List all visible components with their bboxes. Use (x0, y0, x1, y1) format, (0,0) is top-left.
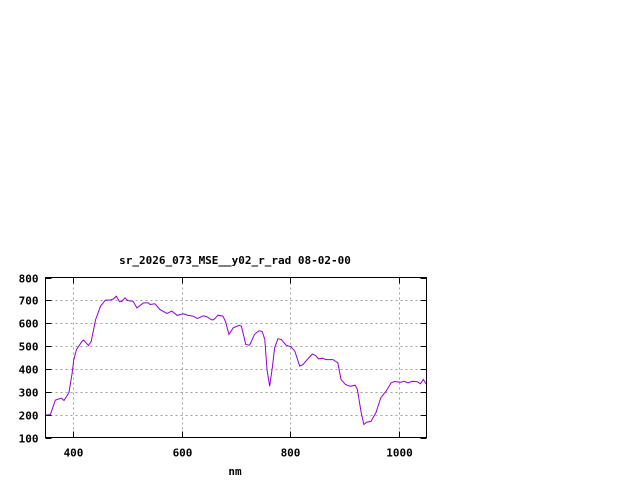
x-tick-label: 600 (173, 447, 193, 460)
y-tick-label: 300 (19, 387, 39, 400)
y-tick-label: 100 (19, 433, 39, 446)
x-tick-label: 400 (64, 447, 84, 460)
x-axis-label: nm (228, 465, 242, 478)
plot-frame (45, 277, 427, 438)
grid (45, 277, 427, 438)
tick-labels: 400 600 800 1000 100 200 300 400 500 600 700 800 (19, 273, 413, 460)
series-line (45, 295, 427, 426)
y-tick-label: 800 (19, 273, 39, 286)
y-tick-label: 400 (19, 364, 39, 377)
y-tick-label: 500 (19, 341, 39, 354)
chart-title: sr_2026_073_MSE__y02_r_rad 08-02-00 (119, 254, 351, 267)
y-tick-label: 600 (19, 318, 39, 331)
y-tick-label: 700 (19, 295, 39, 308)
x-tick-label: 1000 (386, 447, 413, 460)
axis-ticks (45, 277, 427, 439)
y-tick-label: 200 (19, 410, 39, 423)
x-tick-label: 800 (281, 447, 301, 460)
